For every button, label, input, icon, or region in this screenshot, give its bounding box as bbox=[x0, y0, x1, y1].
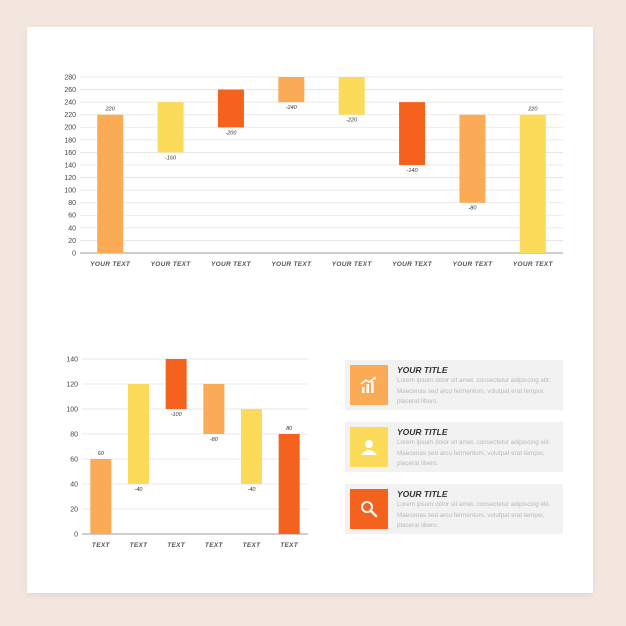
y-tick-label: 260 bbox=[64, 87, 76, 94]
y-tick-label: 20 bbox=[68, 238, 76, 245]
data-label: -100 bbox=[171, 412, 183, 418]
data-label: -240 bbox=[286, 105, 298, 111]
y-tick-label: 200 bbox=[64, 125, 76, 132]
data-label: -140 bbox=[407, 168, 419, 174]
category-label: YOUR TEXT bbox=[271, 261, 312, 268]
info-panel-1: YOUR TITLE Lorem ipsum dolor sit amet, c… bbox=[345, 360, 563, 410]
category-label: TEXT bbox=[130, 542, 149, 549]
bar bbox=[241, 409, 262, 484]
y-tick-label: 0 bbox=[72, 250, 76, 257]
bar bbox=[278, 77, 305, 103]
user-icon bbox=[361, 440, 377, 455]
y-tick-label: 40 bbox=[68, 225, 76, 232]
y-tick-label: 100 bbox=[64, 188, 76, 195]
category-label: YOUR TEXT bbox=[332, 261, 373, 268]
bar bbox=[338, 77, 365, 115]
category-label: YOUR TEXT bbox=[392, 261, 433, 268]
info-text-1: Lorem ipsum dolor sit amet, consectetur … bbox=[397, 377, 551, 405]
data-label: 60 bbox=[98, 451, 105, 457]
category-label: YOUR TEXT bbox=[151, 261, 192, 268]
y-tick-label: 240 bbox=[64, 100, 76, 107]
bar bbox=[157, 102, 184, 153]
search-icon bbox=[361, 501, 378, 518]
category-label: YOUR TEXT bbox=[211, 261, 252, 268]
category-label: TEXT bbox=[280, 542, 299, 549]
y-tick-label: 140 bbox=[64, 162, 76, 169]
y-tick-label: 120 bbox=[66, 381, 78, 388]
data-label: -80 bbox=[210, 437, 219, 443]
y-tick-label: 80 bbox=[68, 200, 76, 207]
category-label: YOUR TEXT bbox=[90, 261, 131, 268]
category-label: YOUR TEXT bbox=[513, 261, 554, 268]
category-label: YOUR TEXT bbox=[452, 261, 493, 268]
info-panel-2: YOUR TITLE Lorem ipsum dolor sit amet, c… bbox=[345, 422, 563, 472]
info-title-3: YOUR TITLE bbox=[397, 489, 448, 499]
y-tick-label: 40 bbox=[70, 481, 78, 488]
data-label: -200 bbox=[225, 130, 237, 136]
y-tick-label: 100 bbox=[66, 406, 78, 413]
data-label: -160 bbox=[165, 155, 177, 161]
info-icon-box-1 bbox=[350, 365, 388, 405]
info-text-2: Lorem ipsum dolor sit amet, consectetur … bbox=[397, 439, 551, 467]
info-icon-box-3 bbox=[350, 489, 388, 529]
bar bbox=[399, 102, 426, 165]
data-label: 80 bbox=[286, 426, 293, 432]
data-label: -40 bbox=[248, 487, 257, 493]
y-tick-label: 60 bbox=[70, 456, 78, 463]
data-label: -80 bbox=[468, 206, 477, 212]
y-tick-label: 220 bbox=[64, 112, 76, 119]
bar bbox=[90, 459, 112, 534]
y-tick-label: 0 bbox=[74, 531, 78, 538]
y-tick-label: 180 bbox=[64, 137, 76, 144]
data-label: -40 bbox=[135, 487, 144, 493]
info-panel-3: YOUR TITLE Lorem ipsum dolor sit amet, c… bbox=[345, 484, 563, 534]
data-label: 220 bbox=[105, 107, 116, 113]
info-title-2: YOUR TITLE bbox=[397, 427, 448, 437]
category-label: TEXT bbox=[167, 542, 186, 549]
data-label: -220 bbox=[346, 118, 358, 124]
bar bbox=[217, 89, 244, 128]
growth-chart-icon bbox=[360, 376, 377, 393]
y-tick-label: 120 bbox=[64, 175, 76, 182]
category-label: TEXT bbox=[205, 542, 224, 549]
category-label: TEXT bbox=[243, 542, 262, 549]
y-tick-label: 160 bbox=[64, 150, 76, 157]
info-title-1: YOUR TITLE bbox=[397, 365, 448, 375]
bar bbox=[128, 384, 149, 484]
y-tick-label: 60 bbox=[68, 213, 76, 220]
y-tick-label: 280 bbox=[64, 74, 76, 81]
category-label: TEXT bbox=[92, 542, 111, 549]
bar bbox=[97, 114, 124, 253]
bar bbox=[459, 114, 486, 203]
info-icon-box-2 bbox=[350, 427, 388, 467]
y-tick-label: 20 bbox=[70, 506, 78, 513]
info-text-3: Lorem ipsum dolor sit amet, consectetur … bbox=[397, 501, 551, 529]
y-tick-label: 140 bbox=[66, 356, 78, 363]
bar bbox=[165, 359, 187, 409]
bar bbox=[519, 114, 546, 253]
bar bbox=[278, 434, 300, 534]
bar bbox=[203, 384, 225, 434]
data-label: 220 bbox=[527, 107, 538, 113]
y-tick-label: 80 bbox=[70, 431, 78, 438]
